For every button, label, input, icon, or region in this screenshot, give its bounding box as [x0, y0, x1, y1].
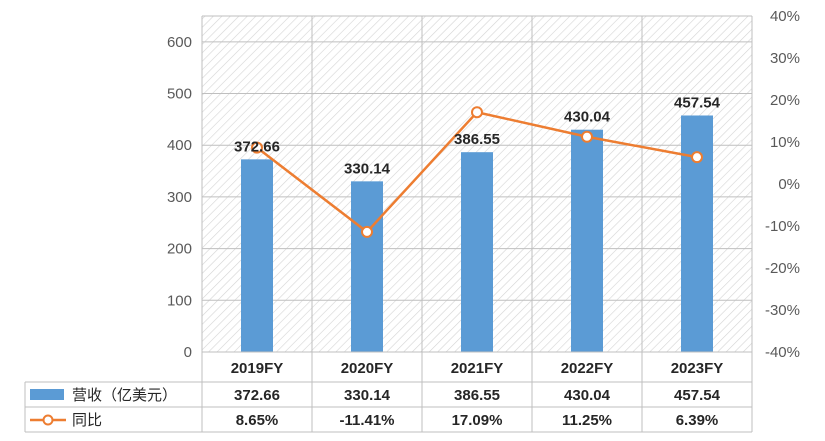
bar-2021FY: [461, 152, 493, 352]
legend-bar-swatch: [30, 389, 64, 400]
line-table-cell: 6.39%: [676, 412, 719, 429]
bar-value-label: 386.55: [454, 131, 500, 148]
line-table-cell: 17.09%: [452, 412, 503, 429]
left-tick-label: 0: [184, 344, 192, 361]
right-tick-label: -40%: [765, 344, 800, 361]
category-label: 2019FY: [231, 360, 284, 377]
bar-table-cell: 430.04: [564, 387, 611, 404]
bar-2020FY: [351, 181, 383, 352]
legend-line-name: 同比: [72, 411, 102, 429]
right-tick-label: 40%: [770, 8, 800, 25]
line-series: [251, 106, 703, 238]
right-tick-label: -30%: [765, 302, 800, 319]
left-tick-label: 300: [167, 189, 192, 206]
right-tick-label: 20%: [770, 92, 800, 109]
category-label: 2022FY: [561, 360, 614, 377]
category-label: 2023FY: [671, 360, 724, 377]
bar-2023FY: [681, 115, 713, 352]
line-table-cell: -11.41%: [339, 412, 394, 429]
left-tick-label: 400: [167, 137, 192, 154]
bar-value-label: 330.14: [344, 160, 391, 177]
bar-2019FY: [241, 159, 273, 352]
left-axis: 0 100 200 300 400 500 600: [167, 34, 192, 361]
data-labels: 372.66 330.14 386.55 430.04 457.54: [234, 94, 721, 177]
left-tick-label: 600: [167, 34, 192, 51]
legend-line-marker: [42, 414, 54, 426]
left-tick-label: 500: [167, 86, 192, 103]
bar-2022FY: [571, 129, 603, 352]
bar-table-cell: 330.14: [344, 387, 391, 404]
bar-table-cell: 372.66: [234, 387, 280, 404]
right-tick-label: -10%: [765, 218, 800, 235]
right-tick-label: -20%: [765, 260, 800, 277]
left-tick-label: 200: [167, 241, 192, 258]
left-tick-label: 100: [167, 292, 192, 309]
right-tick-label: 0%: [778, 176, 800, 193]
right-tick-label: 10%: [770, 134, 800, 151]
yoy-point-2019FY: [251, 141, 263, 154]
right-tick-label: 30%: [770, 50, 800, 67]
bar-value-label: 430.04: [564, 109, 611, 126]
category-label: 2020FY: [341, 360, 394, 377]
right-axis: -40% -30% -20% -10% 0% 10% 20% 30% 40%: [751, 8, 800, 361]
bar-table-cell: 386.55: [454, 387, 500, 404]
bar-value-label: 372.66: [234, 138, 280, 155]
yoy-point-2021FY: [471, 106, 483, 119]
legend-bar-name: 营收（亿美元）: [72, 386, 177, 404]
line-table-cell: 11.25%: [562, 412, 612, 429]
yoy-point-2022FY: [581, 130, 593, 143]
bar-value-label: 457.54: [674, 94, 721, 111]
category-label: 2021FY: [451, 360, 504, 377]
yoy-point-2020FY: [361, 225, 373, 238]
bar-table-cell: 457.54: [674, 387, 721, 404]
line-table-cell: 8.65%: [236, 412, 279, 429]
data-table: 2019FY 2020FY 2021FY 2022FY 2023FY 营收（亿美元） 372…: [24, 351, 752, 433]
yoy-point-2023FY: [691, 151, 703, 164]
